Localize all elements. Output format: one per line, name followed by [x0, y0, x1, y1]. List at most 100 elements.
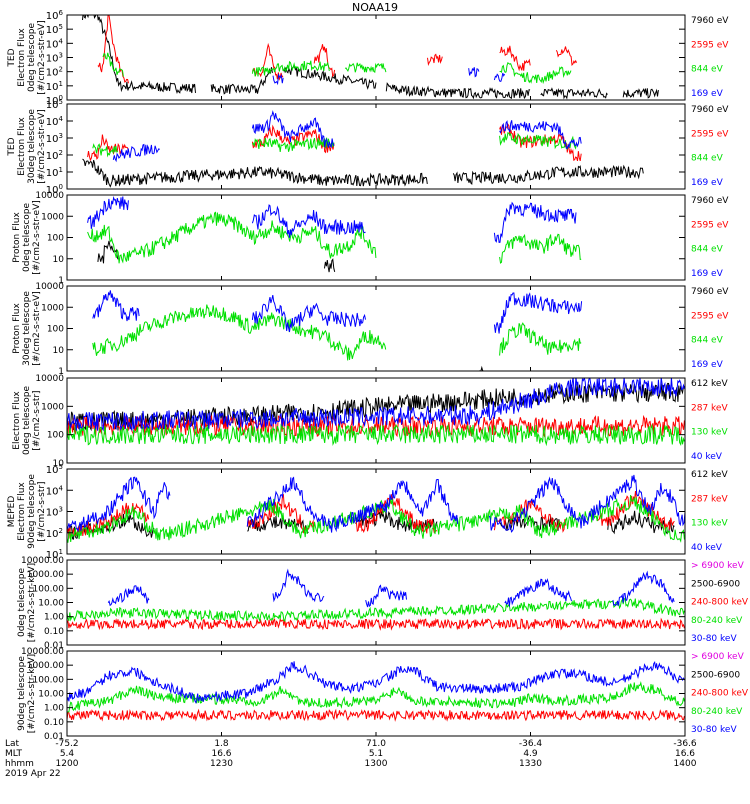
time-row-label: hhmm — [5, 759, 34, 769]
series-1-segment-1 — [479, 365, 484, 371]
series-1-segment-2 — [452, 164, 644, 185]
series-4-segment-1 — [67, 597, 685, 623]
series-4-segment-1 — [67, 476, 171, 533]
time-row-value: 1400 — [674, 759, 697, 769]
ytick-label: 1.00 — [44, 613, 64, 623]
legend-entry: 612 keV — [691, 379, 728, 389]
series-1-segment-1 — [82, 158, 428, 188]
time-row-value: 1.8 — [214, 739, 229, 749]
ylabel-line: Electron Flux — [12, 391, 22, 450]
panel-data — [67, 474, 685, 543]
legend-entry: 844 eV — [691, 65, 724, 75]
ytick-label: 100 — [47, 431, 64, 441]
ytick-label: 0.10 — [44, 718, 64, 728]
series-5-segment-3 — [365, 584, 407, 608]
series-1-segment-1 — [82, 15, 196, 94]
legend-entry: 287 keV — [691, 403, 728, 413]
panel-frame — [66, 103, 686, 190]
legend-entry: > 6900 keV — [691, 652, 745, 662]
legend-entry: 844 eV — [691, 154, 724, 164]
legend-entry: 40 keV — [691, 543, 723, 553]
panel-frame — [66, 194, 686, 281]
ytick-label: 100.00 — [33, 675, 65, 685]
legend-entry: 844 eV — [691, 245, 724, 255]
ytick-label: 101 — [46, 548, 63, 561]
ytick-label: 1 — [58, 276, 64, 286]
series-5-segment-1 — [67, 660, 685, 704]
time-row-value: 4.9 — [523, 749, 538, 759]
legend-entry: 287 keV — [691, 494, 728, 504]
panel-7: 0.01 0.10 1.00 10.00 100.00 1000.00 10000.00 0d… — [17, 556, 749, 651]
series-5-segment-5 — [612, 570, 675, 606]
ytick-label: 10 — [53, 459, 65, 469]
ylabel-line: 90deg telescope — [17, 656, 27, 731]
time-row-value: 1330 — [519, 759, 542, 769]
legend-entry: 844 eV — [691, 336, 724, 346]
legend-entry: 80-240 keV — [691, 616, 743, 626]
plot-title: NOAA19 — [352, 1, 398, 14]
ytick-label: 103 — [46, 132, 63, 145]
ytick-label: 105 — [46, 98, 63, 111]
ylabel-line: [#/cm2-s-str-keV] — [27, 563, 37, 642]
panel-data — [67, 568, 685, 631]
ytick-label: 10000 — [35, 282, 64, 292]
legend-entry: 130 keV — [691, 519, 728, 529]
ytick-label: 10.00 — [38, 690, 64, 700]
ytick-label: 104 — [46, 115, 64, 128]
panel-8: 0.01 0.10 1.00 10.00 100.00 1000.00 10000.0090… — [17, 647, 749, 742]
legend-entry: 130 keV — [691, 428, 728, 438]
series-1-segment-2 — [247, 515, 309, 534]
ytick-label: 0.01 — [44, 641, 64, 651]
legend-entry: 30-80 keV — [691, 725, 737, 735]
ytick-label: 1000 — [41, 212, 64, 222]
ytick-label: 104 — [46, 484, 64, 497]
legend-entry: 169 eV — [691, 360, 724, 370]
ylabel-line: 90deg telescope — [27, 474, 37, 549]
ytick-label: 102 — [46, 66, 63, 79]
panel-4: 1 10 100 1000 10000 Proton Flux 30deg telescop… — [12, 282, 729, 377]
legend-entry: 2500-6900 — [691, 670, 740, 680]
series-3-segment-1 — [102, 52, 124, 77]
ytick-label: 10 — [53, 255, 65, 265]
series-4-segment-1 — [67, 681, 685, 713]
series-2-segment-6 — [555, 46, 578, 66]
ylabel-line: Proton Flux — [12, 212, 22, 263]
panel-3: 1 10 100 1000 10000 Proton Flux 0deg telescope… — [12, 191, 729, 286]
series-2-segment-4 — [427, 53, 443, 67]
series-3-segment-1 — [92, 143, 119, 158]
series-1-segment-3 — [282, 66, 377, 90]
panel-5: 10 100 1000 10000 Electron Flux 0deg telescop… — [12, 374, 728, 469]
ylabel-line: [#/cm2-s-str] — [37, 481, 47, 541]
ytick-label: 1 — [58, 367, 64, 377]
series-4-segment-1 — [87, 195, 129, 229]
series-1-segment-5 — [607, 510, 675, 535]
ytick-label: 0.01 — [44, 732, 64, 742]
time-row-value: 1300 — [365, 759, 388, 769]
ylabel-line: 0deg telescope — [27, 23, 37, 93]
ylabel-line: 30deg telescope — [22, 291, 32, 366]
ylabel-line: TED — [7, 137, 17, 156]
ytick-label: 10000.00 — [21, 556, 64, 566]
legend-entry: 2595 eV — [691, 129, 729, 139]
series-2-segment-5 — [499, 45, 531, 72]
ytick-label: 1000.00 — [27, 570, 64, 580]
legend-entry: 2595 eV — [691, 220, 729, 230]
series-2-segment-1 — [87, 134, 129, 162]
series-1-segment-2 — [324, 258, 336, 273]
ylabel-line: Electron Flux — [17, 28, 27, 87]
series-4-segment-3 — [488, 474, 685, 533]
series-5-segment-2 — [272, 568, 325, 603]
series-1-segment-5 — [540, 87, 608, 100]
ylabel-line: 0deg telescope — [22, 203, 32, 273]
time-row-value: 5.1 — [369, 749, 383, 759]
series-2-segment-3 — [313, 44, 336, 78]
panel-2: 100 101 102 103 104 105 TED Electron Flux 30deg … — [7, 98, 729, 196]
ytick-label: 0.10 — [44, 627, 64, 637]
legend-entry: 240-800 keV — [691, 689, 749, 699]
ytick-label: 101 — [46, 166, 63, 179]
series-1-segment-4 — [385, 82, 531, 100]
legend-entry: 612 keV — [691, 470, 728, 480]
series-4-segment-3 — [493, 292, 583, 334]
series-3-segment-3 — [344, 62, 387, 73]
ytick-label: 106 — [46, 9, 64, 22]
